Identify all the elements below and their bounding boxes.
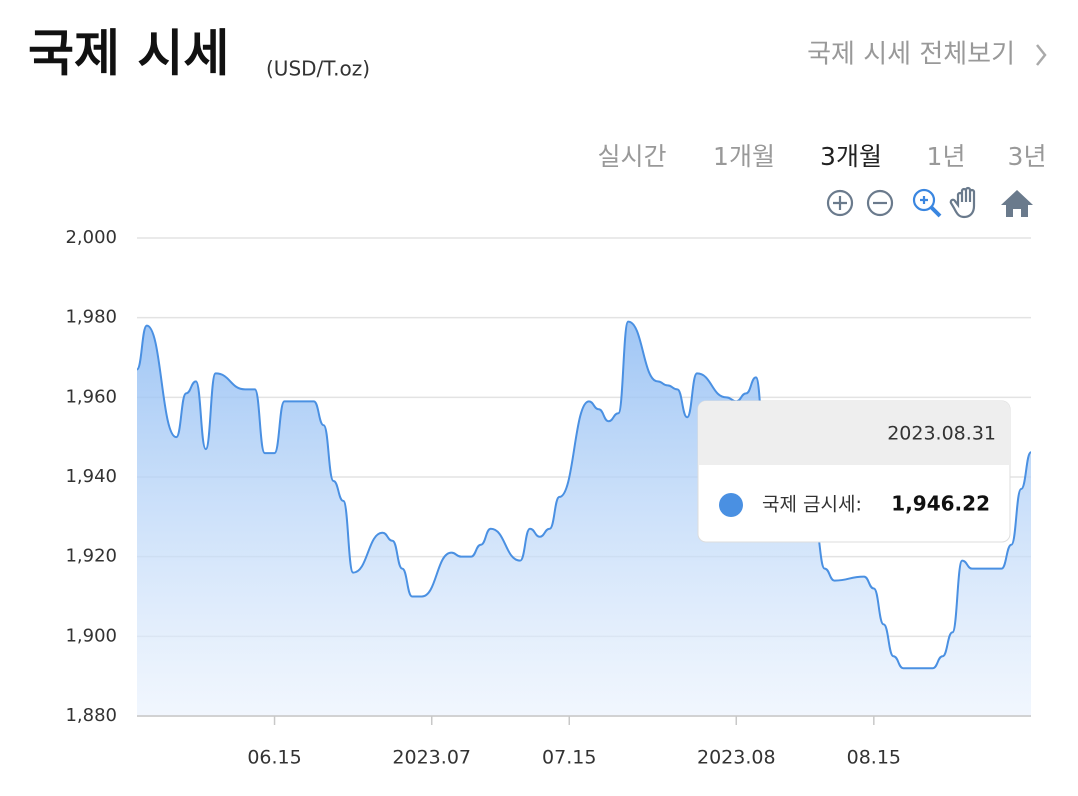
- range-button[interactable]: 1개월: [713, 142, 775, 171]
- x-tick-label: 07.15: [542, 747, 596, 769]
- x-tick-label: 2023.08: [697, 747, 776, 769]
- x-tick-label: 08.15: [847, 747, 901, 769]
- y-tick-label: 1,920: [65, 546, 117, 567]
- zoom-in-button[interactable]: [826, 189, 854, 217]
- y-tick-label: 1,960: [65, 386, 117, 407]
- link-text[interactable]: 국제 시세 전체보기: [807, 40, 1015, 70]
- y-tick-label: 1,880: [65, 705, 117, 726]
- range-buttons: 실시간 1개월 3개월 1년 3년: [597, 142, 1046, 171]
- zoom-out-button[interactable]: [866, 189, 894, 217]
- zoom-tools: [826, 186, 1033, 219]
- zoom-select-button[interactable]: [912, 188, 942, 218]
- full-view-link[interactable]: 국제 시세 전체보기: [807, 40, 1047, 70]
- range-button[interactable]: 3개월: [820, 142, 882, 171]
- range-button[interactable]: 1년: [927, 142, 966, 171]
- x-tick-label: 06.15: [247, 747, 301, 769]
- range-button[interactable]: 실시간: [597, 142, 666, 171]
- area-fill: [137, 321, 1031, 716]
- y-tick-label: 1,900: [65, 625, 117, 646]
- tooltip-marker: [719, 493, 743, 517]
- y-tick-label: 1,940: [65, 466, 117, 487]
- unit-label: (USD/T.oz): [266, 57, 370, 81]
- tooltip-value: 1,946.22: [891, 492, 990, 516]
- reset-button[interactable]: [1001, 190, 1033, 217]
- y-tick-label: 1,980: [65, 307, 117, 328]
- tooltip-date: 2023.08.31: [887, 423, 996, 445]
- y-tick-label: 2,000: [65, 227, 117, 248]
- x-tick-label: 2023.07: [392, 747, 471, 769]
- range-button[interactable]: 3년: [1008, 142, 1047, 171]
- tooltip: 2023.08.31 국제 금시세: 1,946.22: [697, 400, 1011, 543]
- pan-button[interactable]: [949, 186, 976, 219]
- plot-area: 1,880 1,900 1,920 1,940 1,960 1,980 2,000 06.15…: [65, 227, 1032, 769]
- page-title: 국제 시세: [28, 25, 229, 83]
- chevron-icon[interactable]: [1036, 44, 1047, 66]
- tooltip-header: [698, 401, 1010, 465]
- price-line: [136, 320, 1032, 670]
- tooltip-label: 국제 금시세:: [762, 494, 862, 516]
